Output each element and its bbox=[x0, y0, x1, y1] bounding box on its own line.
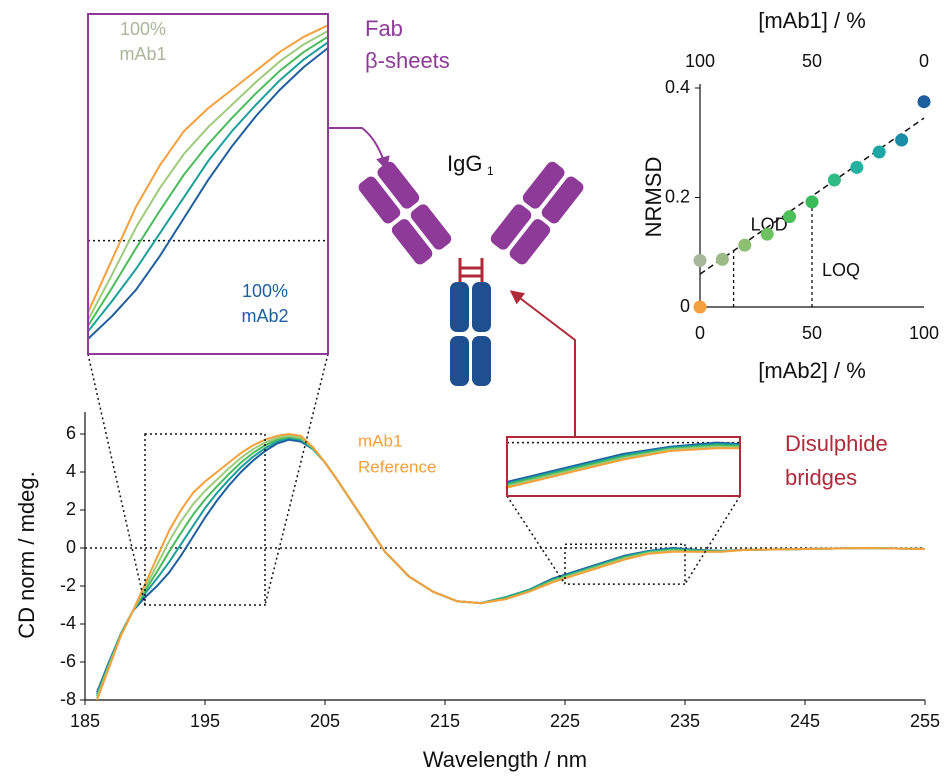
x-tick-label: 185 bbox=[70, 711, 100, 731]
spectrum-line bbox=[88, 41, 328, 334]
y-axis-label: CD norm / mdeg. bbox=[14, 471, 39, 639]
x-tick-label: 205 bbox=[310, 711, 340, 731]
inset-label: mAb2 bbox=[241, 306, 288, 326]
spectrum-line bbox=[507, 447, 740, 489]
y-tick-label: -4 bbox=[60, 613, 76, 633]
x2-tick-label: 100 bbox=[685, 51, 715, 71]
spectrum-line bbox=[88, 46, 328, 341]
x-tick-label: 245 bbox=[790, 711, 820, 731]
annotation: mAb1 bbox=[358, 431, 402, 450]
spectrum-line bbox=[88, 29, 328, 323]
x2-axis-label: [mAb1] / % bbox=[758, 8, 866, 33]
point bbox=[850, 160, 864, 174]
zoom-inset-frame bbox=[87, 13, 329, 355]
zoom-connector bbox=[87, 353, 146, 606]
igg-label: IgG bbox=[447, 151, 482, 176]
y-axis-label: NRMSD bbox=[641, 157, 666, 238]
spectrum-line bbox=[88, 24, 328, 315]
zoom-region bbox=[144, 433, 266, 606]
spectrum-line bbox=[507, 445, 740, 488]
point bbox=[738, 238, 752, 252]
x-axis-label: Wavelength / nm bbox=[423, 747, 587, 772]
annotation: bridges bbox=[785, 465, 857, 490]
point bbox=[715, 252, 729, 266]
zoom-region bbox=[564, 543, 686, 585]
spectrum-line bbox=[88, 35, 328, 328]
x-tick-label: 215 bbox=[430, 711, 460, 731]
x-tick-label: 235 bbox=[670, 711, 700, 731]
point bbox=[872, 145, 886, 159]
x-tick-label: 100 bbox=[909, 323, 939, 343]
zoom-connector bbox=[264, 353, 329, 606]
point bbox=[760, 227, 774, 241]
igg-subscript: 1 bbox=[487, 164, 494, 178]
point bbox=[693, 300, 707, 314]
disulphide-arrow bbox=[509, 290, 576, 437]
zoom-inset-frame bbox=[506, 436, 741, 497]
y-tick-label: 0.2 bbox=[665, 186, 690, 206]
antibody-diagram: IgG 1 bbox=[328, 127, 584, 437]
spectrum-line bbox=[507, 441, 740, 483]
y-tick-label: 2 bbox=[66, 499, 76, 519]
loq-label: LOQ bbox=[822, 260, 860, 280]
point bbox=[805, 195, 819, 209]
point bbox=[895, 133, 909, 147]
x-tick-label: 50 bbox=[802, 323, 822, 343]
spectrum-line bbox=[96, 433, 925, 700]
x2-tick-label: 50 bbox=[802, 51, 822, 71]
annotation: Reference bbox=[358, 457, 436, 476]
inset-label: 100% bbox=[242, 281, 288, 301]
x-axis-label: [mAb2] / % bbox=[758, 358, 866, 383]
x-tick-label: 255 bbox=[910, 711, 940, 731]
zoom-connector bbox=[506, 495, 566, 585]
lod-label: LOD bbox=[751, 214, 788, 234]
point bbox=[827, 173, 841, 187]
zoom-connector bbox=[684, 495, 741, 585]
x-tick-label: 225 bbox=[550, 711, 580, 731]
point bbox=[917, 95, 931, 109]
annotation: Fab bbox=[365, 16, 403, 41]
y-tick-label: -8 bbox=[60, 689, 76, 709]
y-tick-label: -6 bbox=[60, 651, 76, 671]
y-tick-label: 4 bbox=[66, 461, 76, 481]
inset-label: 100% bbox=[120, 19, 166, 39]
inset-label: mAb1 bbox=[119, 44, 166, 64]
x2-tick-label: 0 bbox=[919, 51, 929, 71]
y-tick-label: 6 bbox=[66, 423, 76, 443]
spectrum-line bbox=[507, 443, 740, 485]
x-tick-label: 0 bbox=[695, 323, 705, 343]
point bbox=[693, 253, 707, 267]
y-tick-label: 0.4 bbox=[665, 77, 690, 97]
annotation: β-sheets bbox=[365, 48, 450, 73]
fit-line bbox=[699, 117, 925, 275]
fab-arrow bbox=[328, 127, 390, 171]
point bbox=[783, 210, 797, 224]
y-tick-label: 0 bbox=[680, 296, 690, 316]
annotation: Disulphide bbox=[785, 431, 888, 456]
y-tick-label: 0 bbox=[66, 537, 76, 557]
y-tick-label: -2 bbox=[60, 575, 76, 595]
x-tick-label: 195 bbox=[190, 711, 220, 731]
